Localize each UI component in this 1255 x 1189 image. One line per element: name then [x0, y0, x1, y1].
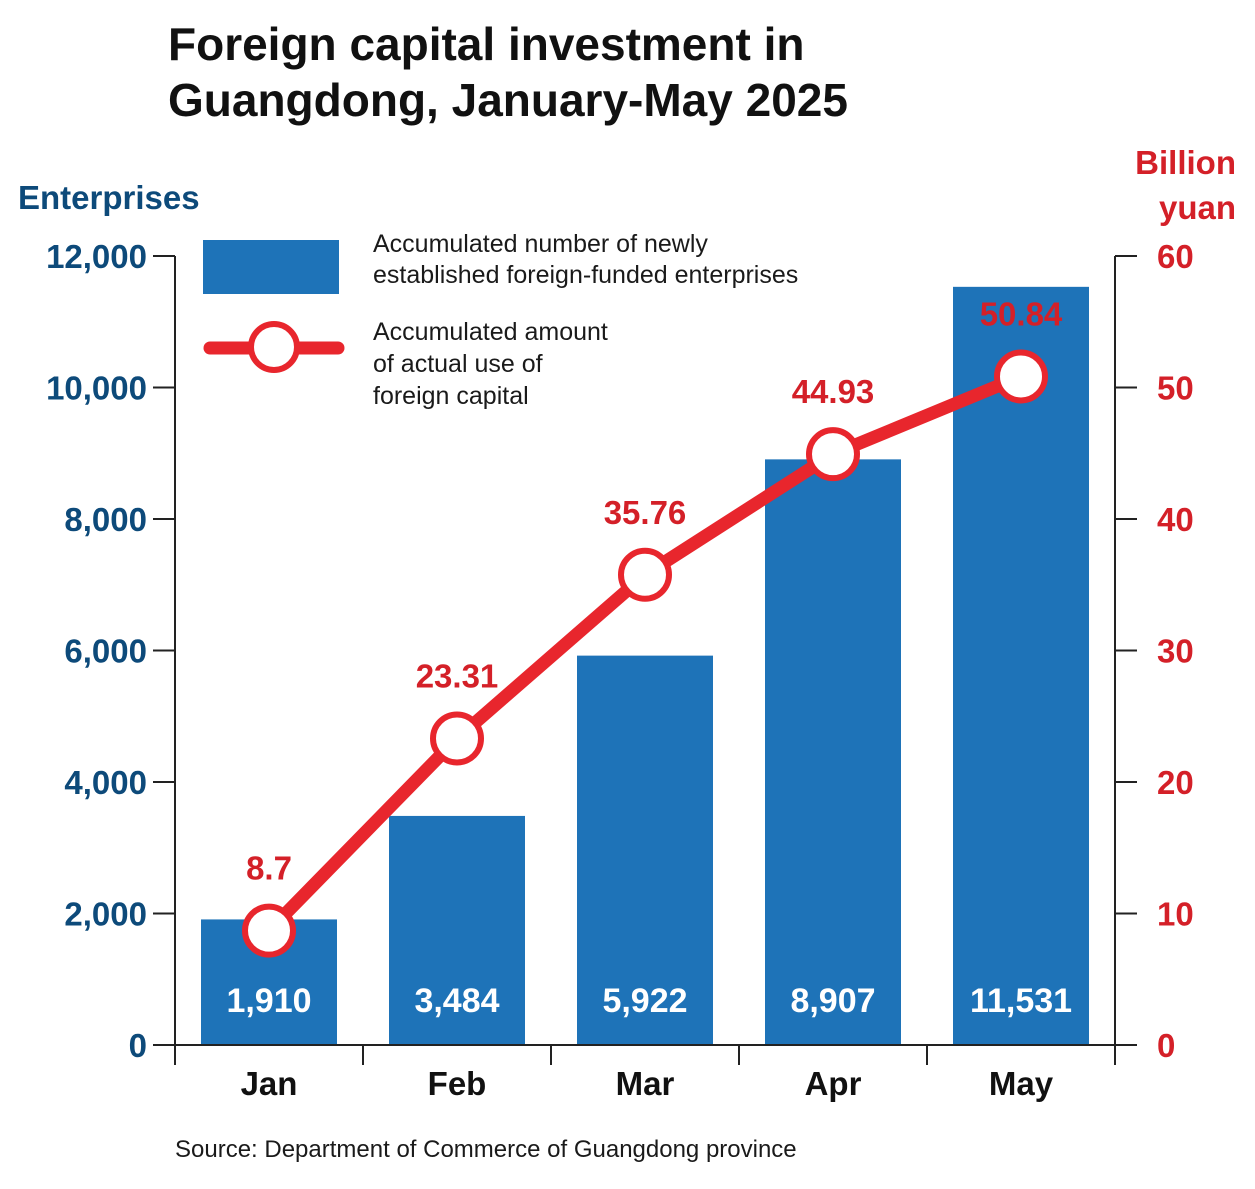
line-point-may — [994, 349, 1048, 404]
bar-apr — [765, 459, 901, 1045]
chart-title: Foreign capital investment in Guangdong,… — [168, 16, 1068, 128]
legend-line-label-line-1: Accumulated amount — [373, 318, 608, 346]
right-axis-title-line-1: Billion — [1135, 144, 1236, 181]
right-tick-label: 50 — [1157, 370, 1194, 407]
source-note: Source: Department of Commerce of Guangd… — [175, 1136, 797, 1163]
legend-bar-label-line-1: Accumulated number of newly — [373, 230, 708, 258]
bar-feb — [389, 815, 525, 1045]
right-tick-label: 60 — [1157, 238, 1194, 275]
left-tick-label: 0 — [129, 1027, 147, 1064]
legend-bar-label-line-2: established foreign-funded enterprises — [373, 261, 798, 289]
line-value-label: 35.76 — [604, 494, 687, 531]
bar-value-label: 11,531 — [970, 982, 1072, 1020]
left-axis-title: Enterprises — [18, 179, 200, 216]
chart-title-line-2: Guangdong, January-May 2025 — [168, 74, 848, 126]
line-point-apr — [806, 427, 860, 482]
line-value-label: 50.84 — [980, 295, 1063, 332]
legend: Accumulated number of newly established … — [203, 230, 798, 410]
legend-line-label-line-3: foreign capital — [373, 382, 529, 410]
axes: 0 2,000 4,000 6,000 8,000 10,000 12,000 0 10 20 30… — [46, 238, 1194, 1102]
legend-line-label-line-2: of actual use of — [373, 350, 543, 378]
bar-value-label: 3,484 — [414, 982, 499, 1020]
bar-value-label: 1,910 — [226, 982, 311, 1020]
x-tick-label: Apr — [805, 1065, 862, 1102]
x-tick-label: Mar — [616, 1065, 675, 1102]
right-tick-label: 20 — [1157, 764, 1194, 801]
right-tick-label: 30 — [1157, 633, 1194, 670]
left-tick-label: 4,000 — [64, 764, 147, 801]
line-point-mar — [618, 547, 672, 602]
right-tick-label: 40 — [1157, 501, 1194, 538]
x-tick-label: Jan — [241, 1065, 298, 1102]
bar-may — [953, 286, 1089, 1045]
legend-line-marker — [248, 321, 300, 373]
left-tick-label: 6,000 — [64, 633, 147, 670]
bar-value-label: 8,907 — [790, 982, 875, 1020]
left-tick-label: 2,000 — [64, 896, 147, 933]
bar-series: 1,910 3,484 5,922 8,907 11,531 — [201, 286, 1089, 1045]
line-series: 8.7 23.31 35.76 44.93 50.84 — [242, 295, 1063, 958]
line-value-label: 23.31 — [416, 657, 499, 694]
line-value-label: 8.7 — [246, 850, 292, 887]
right-tick-label: 0 — [1157, 1027, 1175, 1064]
right-tick-label: 10 — [1157, 896, 1194, 933]
x-tick-label: Feb — [428, 1065, 487, 1102]
line-value-label: 44.93 — [792, 373, 875, 410]
left-tick-label: 8,000 — [64, 501, 147, 538]
bar-mar — [577, 655, 713, 1045]
right-axis-title-line-2: yuan — [1159, 189, 1236, 226]
line-point-feb — [430, 711, 484, 766]
left-tick-label: 12,000 — [46, 238, 147, 275]
bar-value-label: 5,922 — [602, 982, 687, 1020]
line-point-jan — [242, 903, 296, 958]
left-tick-label: 10,000 — [46, 370, 147, 407]
x-tick-label: May — [989, 1065, 1054, 1102]
legend-bar-swatch — [203, 240, 339, 294]
chart-title-line-1: Foreign capital investment in — [168, 18, 805, 70]
